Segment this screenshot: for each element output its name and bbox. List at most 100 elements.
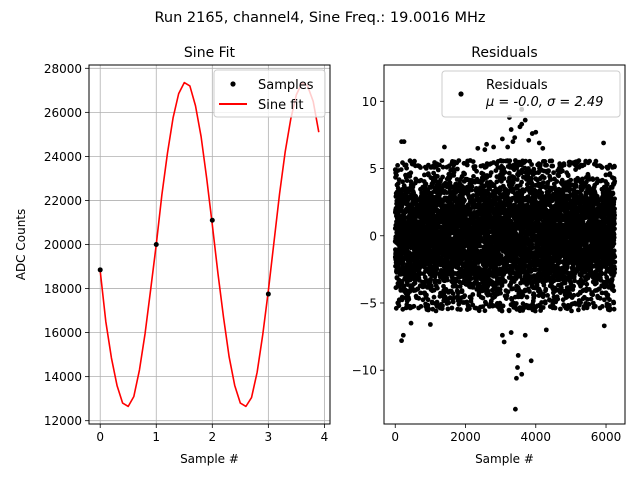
residual-point	[504, 293, 510, 298]
residual-point	[542, 300, 548, 306]
residual-point	[513, 301, 519, 306]
sample-point	[97, 267, 103, 273]
residual-point	[435, 167, 441, 173]
sine-fit-y-tick-label: 24000	[44, 150, 82, 164]
residual-point	[449, 305, 455, 311]
residual-point	[422, 172, 427, 178]
residual-point	[398, 167, 404, 173]
sine-fit-y-label: ADC Counts	[14, 209, 28, 281]
residual-point	[468, 276, 474, 281]
residual-point	[510, 180, 516, 185]
sine-fit-x-tick-label: 3	[265, 430, 273, 444]
residual-point	[506, 170, 512, 176]
residual-point	[469, 184, 475, 190]
residual-point	[482, 308, 488, 314]
residual-point	[434, 299, 440, 305]
residual-point	[497, 287, 503, 292]
residual-point	[499, 308, 505, 314]
residual-point	[418, 290, 423, 296]
residual-point	[445, 306, 451, 312]
residual-point	[490, 303, 496, 308]
sample-point	[265, 291, 271, 297]
sample-point	[209, 217, 215, 223]
residual-point	[444, 277, 450, 283]
residual-point	[529, 162, 534, 167]
residual-point	[519, 179, 524, 185]
residual-point	[406, 296, 412, 302]
residual-point	[487, 186, 493, 192]
sine-fit-y-tick-label: 20000	[44, 238, 82, 252]
residual-point	[551, 170, 556, 176]
residual-point	[435, 285, 440, 291]
residual-point	[441, 298, 447, 304]
residual-point	[462, 171, 467, 177]
residual-point	[426, 306, 431, 311]
residual-point	[485, 288, 491, 294]
figure-suptitle: Run 2165, channel4, Sine Freq.: 19.0016 …	[154, 10, 485, 26]
residual-point	[504, 194, 510, 200]
residual-point	[462, 198, 467, 203]
residual-point	[456, 158, 462, 164]
residual-point	[418, 165, 423, 170]
residual-point	[541, 180, 546, 185]
residual-point	[561, 162, 567, 168]
residual-point	[555, 296, 561, 302]
sine-fit-y-tick-label: 12000	[44, 414, 82, 428]
residual-point	[418, 304, 424, 309]
residual-point	[439, 158, 445, 164]
sample-point	[153, 242, 159, 247]
residual-point	[395, 181, 401, 187]
residual-point	[544, 162, 549, 168]
residual-point	[458, 307, 463, 312]
residual-point	[514, 177, 520, 182]
sine-fit-y-ticks: 1200014000160001800020000220002400026000…	[44, 62, 89, 428]
sine-fit-y-tick-label: 28000	[44, 62, 82, 76]
residual-point	[565, 173, 571, 179]
samples-legend-label: Samples	[258, 78, 314, 93]
residual-point	[396, 303, 402, 309]
residual-point	[400, 179, 405, 185]
residual-point	[552, 305, 558, 311]
residual-point	[423, 181, 429, 187]
residual-point	[433, 308, 439, 314]
sine-fit-legend-box	[213, 69, 326, 118]
residual-point	[396, 177, 402, 183]
residual-point	[554, 179, 560, 184]
residual-point	[462, 293, 468, 299]
residual-point	[404, 178, 410, 184]
residual-point	[450, 291, 456, 296]
residual-point	[394, 172, 399, 178]
residual-point	[480, 304, 486, 309]
residual-point	[476, 308, 482, 314]
residual-point	[501, 176, 507, 181]
residual-point	[399, 294, 405, 300]
residual-point	[428, 277, 434, 282]
residual-point	[523, 158, 528, 164]
sine-fit-y-tick-label: 22000	[44, 194, 82, 208]
residual-point	[446, 300, 452, 306]
residual-point	[541, 175, 547, 181]
samples-legend-marker	[230, 81, 236, 87]
residual-point	[437, 162, 442, 168]
residual-point	[510, 286, 516, 292]
residual-point	[435, 173, 440, 179]
sine-fit-y-tick-label: 26000	[44, 106, 82, 120]
residual-point	[532, 293, 537, 298]
residual-point	[417, 271, 423, 277]
residual-point	[509, 297, 515, 302]
residual-point	[507, 158, 513, 164]
residual-point	[549, 158, 555, 164]
residual-point	[480, 295, 486, 301]
sine-fit-title: Sine Fit	[184, 45, 236, 61]
sine-fit-x-tick-label: 0	[96, 430, 104, 444]
sine-fit-x-tick-label: 4	[321, 430, 329, 444]
residual-point	[470, 292, 476, 297]
residual-point	[468, 296, 474, 301]
residual-point	[425, 297, 431, 303]
residual-point	[411, 303, 417, 309]
residual-point	[483, 301, 489, 307]
residual-point	[440, 174, 445, 180]
